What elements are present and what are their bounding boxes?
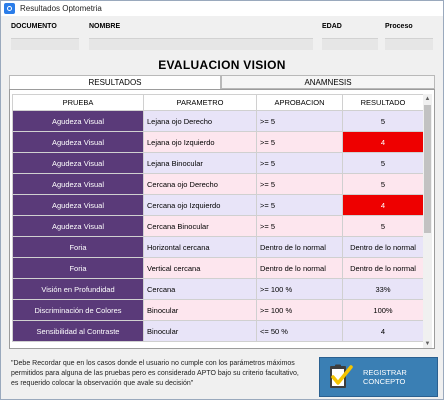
parametro-cell: Binocular — [143, 299, 257, 321]
table-scrollbar[interactable]: ▲ ▼ — [423, 94, 432, 348]
column-header-parametro: PARAMETRO — [143, 94, 257, 111]
scroll-down-icon[interactable]: ▼ — [424, 340, 431, 347]
prueba-cell: Agudeza Visual — [12, 131, 144, 153]
aprobacion-cell: >= 5 — [256, 152, 343, 174]
prueba-cell: Foria — [12, 236, 144, 258]
parametro-cell: Cercana ojo Derecho — [143, 173, 257, 195]
proceso-value — [385, 38, 433, 50]
column-header-prueba: PRUEBA — [12, 94, 144, 111]
edad-label: EDAD — [322, 23, 342, 30]
prueba-cell: Agudeza Visual — [12, 152, 144, 174]
tab-resultados[interactable]: RESULTADOS — [9, 75, 221, 89]
register-button-label: REGISTRAR CONCEPTO — [363, 368, 407, 386]
aprobacion-cell: <= 50 % — [256, 320, 343, 342]
prueba-cell: Visión en Profundidad — [12, 278, 144, 300]
table-row[interactable]: Agudeza Visual Lejana Binocular >= 5 5 — [12, 152, 424, 174]
aprobacion-cell: >= 5 — [256, 131, 343, 153]
results-panel: PRUEBA PARAMETRO APROBACION RESULTADO Ag… — [9, 89, 435, 349]
resultado-cell: 5 — [342, 173, 424, 195]
observation-note: "Debe Recordar que en los casos donde el… — [11, 360, 299, 387]
resultado-cell-fail: 4 — [342, 194, 424, 216]
scrollbar-thumb[interactable] — [424, 105, 431, 233]
prueba-cell: Sensibilidad al Contraste — [12, 320, 144, 342]
tab-anamnesis[interactable]: ANAMNESIS — [221, 75, 435, 89]
prueba-cell: Agudeza Visual — [12, 194, 144, 216]
parametro-cell: Lejana Binocular — [143, 152, 257, 174]
resultado-cell: 100% — [342, 299, 424, 321]
app-icon — [4, 3, 15, 14]
table-row[interactable]: Foria Horizontal cercana Dentro de lo no… — [12, 236, 424, 258]
table-header-row: PRUEBA PARAMETRO APROBACION RESULTADO — [12, 94, 424, 111]
parametro-cell: Lejana ojo Derecho — [143, 110, 257, 132]
aprobacion-cell: >= 5 — [256, 215, 343, 237]
page-title: EVALUACION VISION — [158, 58, 286, 72]
aprobacion-cell: >= 5 — [256, 194, 343, 216]
register-concept-button[interactable]: REGISTRAR CONCEPTO — [319, 357, 438, 397]
resultado-cell-fail: 4 — [342, 131, 424, 153]
parametro-cell: Cercana Binocular — [143, 215, 257, 237]
parametro-cell: Binocular — [143, 320, 257, 342]
nombre-value — [89, 38, 313, 50]
table-row[interactable]: Agudeza Visual Cercana ojo Derecho >= 5 … — [12, 173, 424, 195]
parametro-cell: Horizontal cercana — [143, 236, 257, 258]
aprobacion-cell: >= 100 % — [256, 278, 343, 300]
prueba-cell: Foria — [12, 257, 144, 279]
table-row[interactable]: Sensibilidad al Contraste Binocular <= 5… — [12, 320, 424, 342]
nombre-label: NOMBRE — [89, 23, 121, 30]
table-row[interactable]: Agudeza Visual Lejana ojo Izquierdo >= 5… — [12, 131, 424, 153]
parametro-cell: Vertical cercana — [143, 257, 257, 279]
documento-value — [11, 38, 79, 50]
aprobacion-cell: Dentro de lo normal — [256, 236, 343, 258]
patient-header: DOCUMENTO NOMBRE EDAD Proceso — [1, 23, 443, 35]
resultado-cell: Dentro de lo normal — [342, 236, 424, 258]
tab-bar: RESULTADOS ANAMNESIS — [9, 75, 435, 89]
aprobacion-cell: Dentro de lo normal — [256, 257, 343, 279]
parametro-cell: Cercana ojo Izquierdo — [143, 194, 257, 216]
table-row[interactable]: Agudeza Visual Cercana Binocular >= 5 5 — [12, 215, 424, 237]
resultado-cell: 5 — [342, 152, 424, 174]
title-bar: Resultados Optometria — [1, 1, 443, 16]
prueba-cell: Agudeza Visual — [12, 110, 144, 132]
checklist-icon — [325, 363, 353, 391]
table-row[interactable]: Agudeza Visual Lejana ojo Derecho >= 5 5 — [12, 110, 424, 132]
aprobacion-cell: >= 5 — [256, 110, 343, 132]
table-row[interactable]: Visión en Profundidad Cercana >= 100 % 3… — [12, 278, 424, 300]
prueba-cell: Agudeza Visual — [12, 215, 144, 237]
proceso-label: Proceso — [385, 23, 413, 30]
aprobacion-cell: >= 100 % — [256, 299, 343, 321]
resultado-cell: 5 — [342, 110, 424, 132]
documento-label: DOCUMENTO — [11, 23, 57, 30]
table-row[interactable]: Foria Vertical cercana Dentro de lo norm… — [12, 257, 424, 279]
resultado-cell: Dentro de lo normal — [342, 257, 424, 279]
column-header-resultado: RESULTADO — [342, 94, 424, 111]
resultado-cell: 5 — [342, 215, 424, 237]
parametro-cell: Cercana — [143, 278, 257, 300]
table-row[interactable]: Discriminación de Colores Binocular >= 1… — [12, 299, 424, 321]
parametro-cell: Lejana ojo Izquierdo — [143, 131, 257, 153]
table-row[interactable]: Agudeza Visual Cercana ojo Izquierdo >= … — [12, 194, 424, 216]
resultado-cell: 33% — [342, 278, 424, 300]
scroll-up-icon[interactable]: ▲ — [424, 95, 431, 102]
window-title: Resultados Optometria — [20, 4, 102, 13]
aprobacion-cell: >= 5 — [256, 173, 343, 195]
prueba-cell: Agudeza Visual — [12, 173, 144, 195]
prueba-cell: Discriminación de Colores — [12, 299, 144, 321]
results-table: PRUEBA PARAMETRO APROBACION RESULTADO Ag… — [12, 94, 424, 342]
edad-value — [322, 38, 378, 50]
column-header-aprobacion: APROBACION — [256, 94, 343, 111]
resultado-cell: 4 — [342, 320, 424, 342]
